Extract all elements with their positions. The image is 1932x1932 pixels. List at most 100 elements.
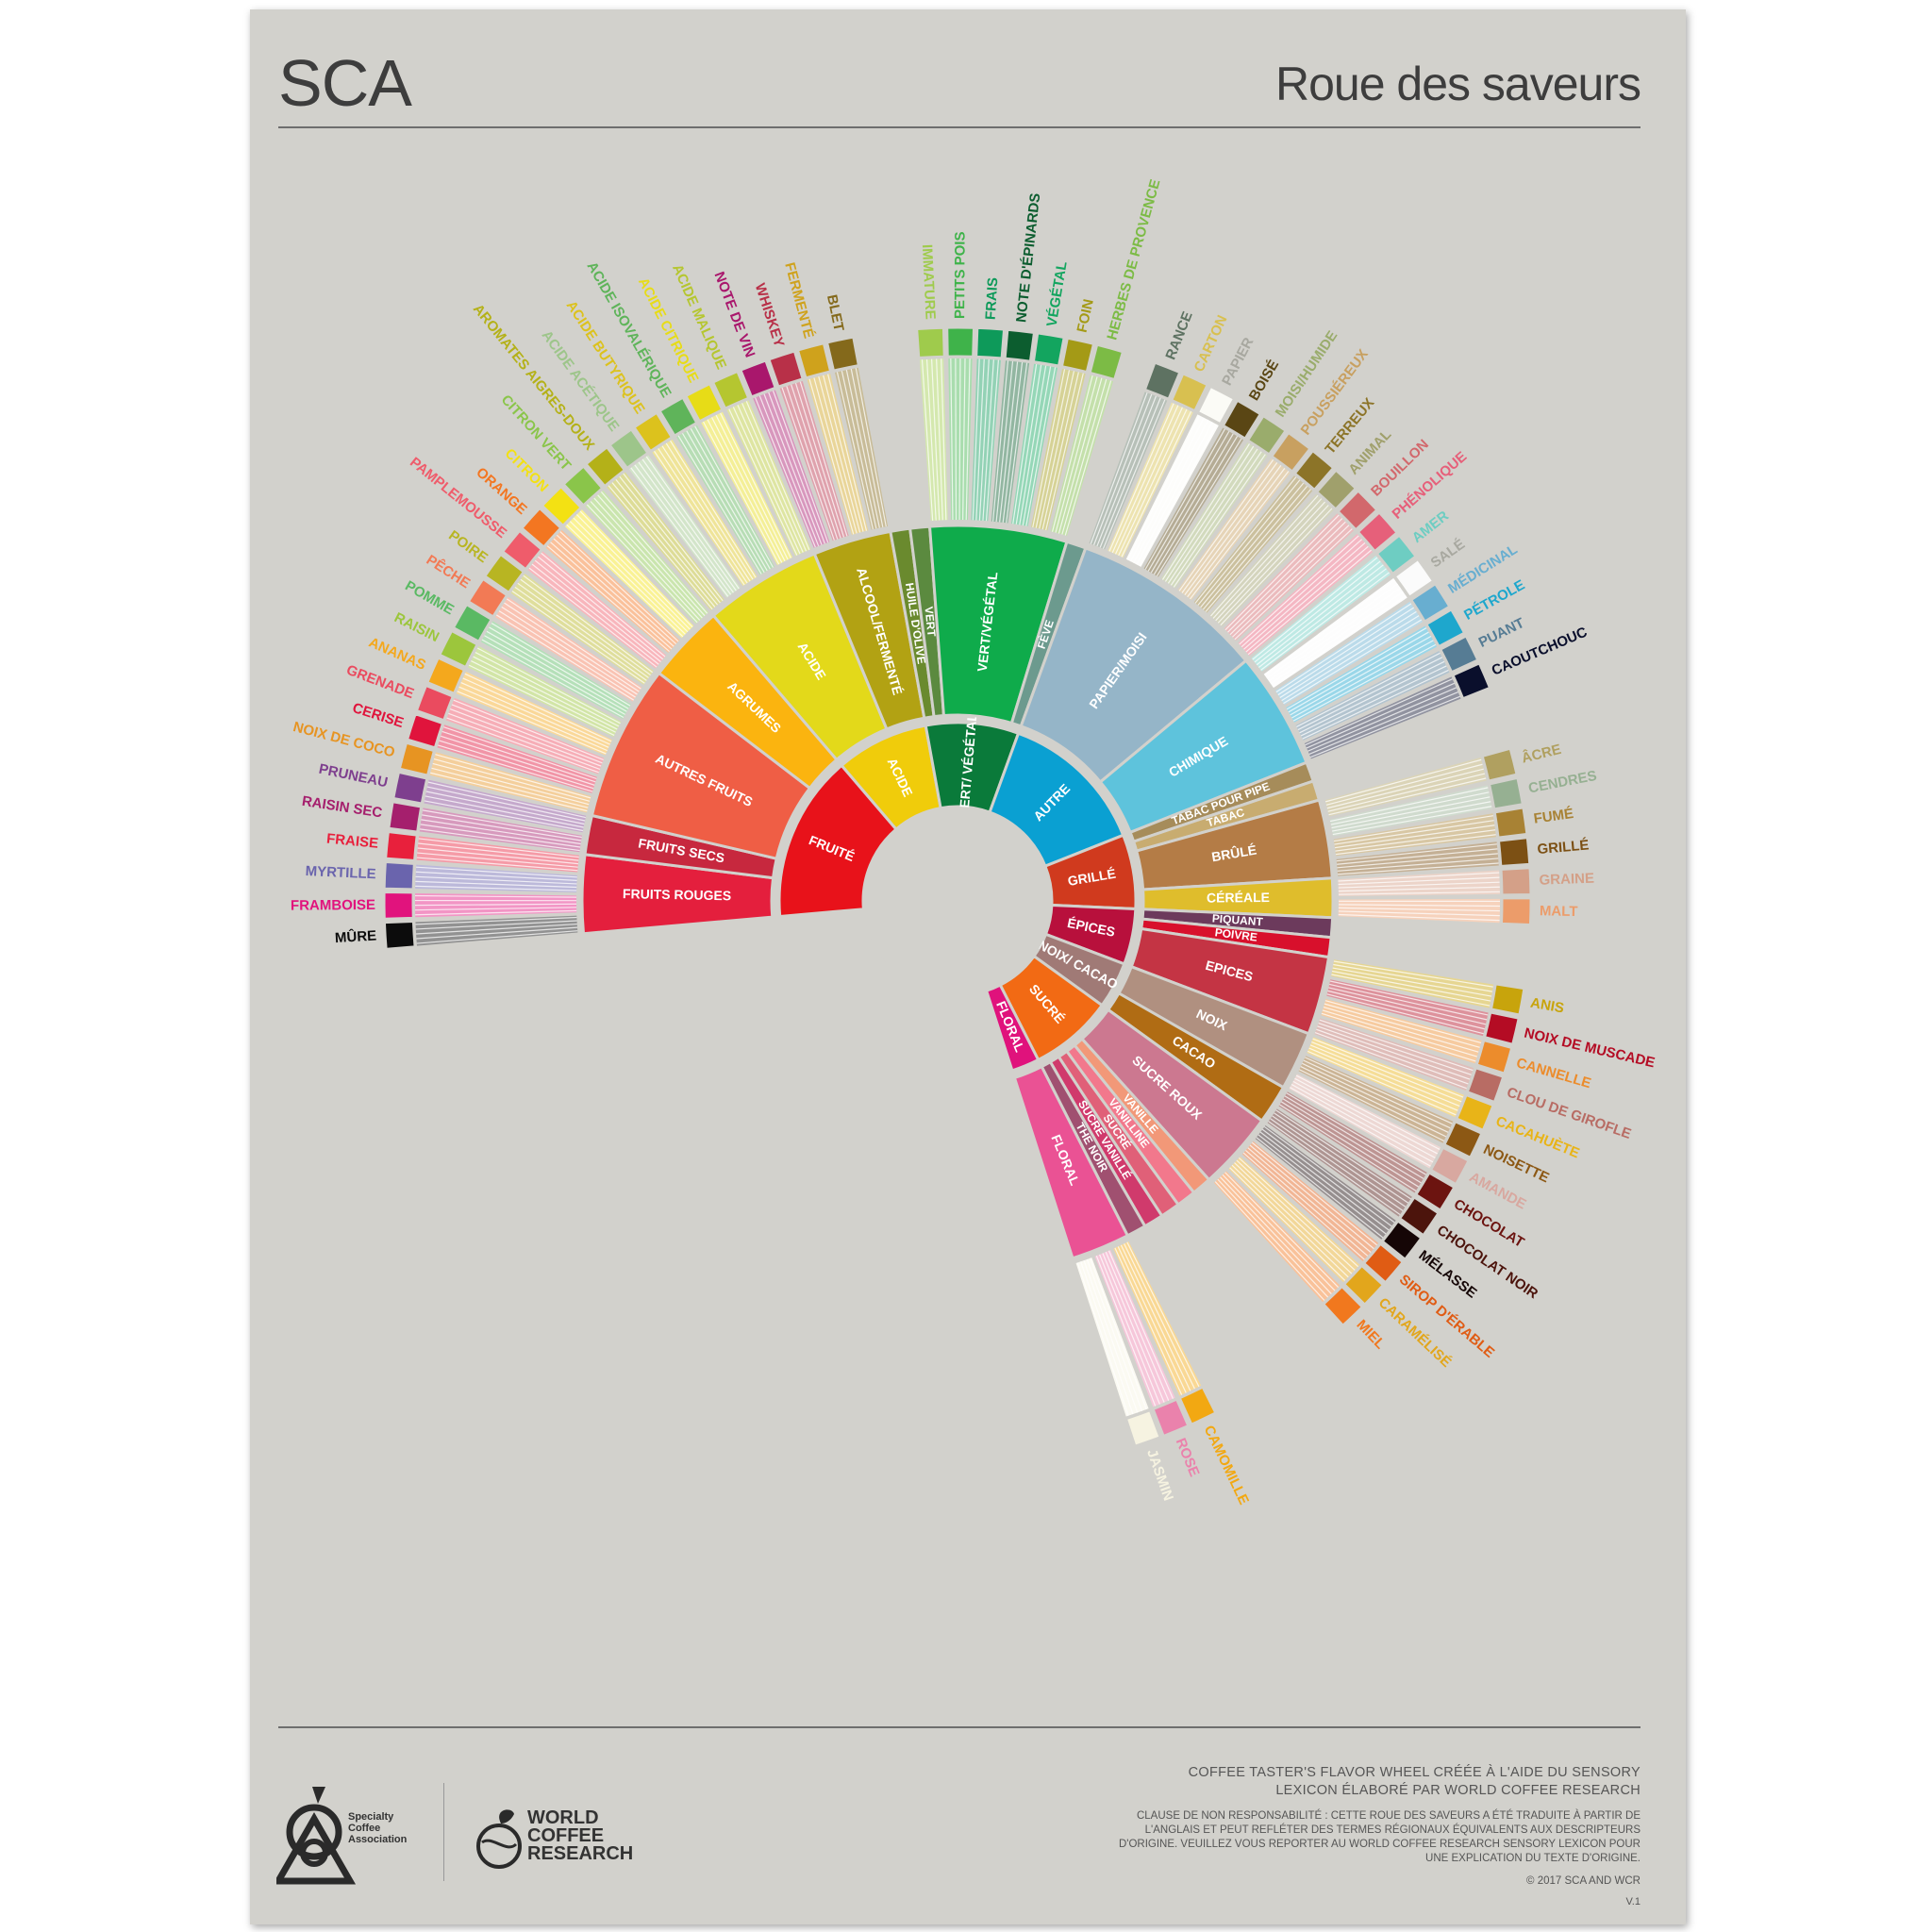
flavor-rose (1094, 1250, 1189, 1436)
flavor-grenade (417, 686, 605, 774)
flavor-label-blet: BLET (824, 293, 847, 333)
version-text: V.1 (1625, 1896, 1641, 1907)
flavor-fume (1333, 808, 1527, 857)
flavor-label-sirop-d-erable: SIROP D'ÉRABLE (1396, 1272, 1497, 1361)
flavor-label-myrtille: MYRTILLE (305, 863, 376, 882)
sca-logo-text: Specialty Coffee Association (348, 1811, 408, 1845)
flavor-label-fraise: FRAISE (325, 831, 378, 852)
flavor-label-pomme: POMME (402, 577, 457, 618)
flavor-label-grenade: GRENADE (344, 662, 416, 702)
subcategory-floral (1012, 1064, 1130, 1260)
flavor-label-peche: PÊCHE (424, 551, 474, 591)
poster-subtitle: Roue des saveurs (1274, 58, 1641, 110)
flavor-medicinal (1274, 584, 1450, 706)
flavor-label-acre: ÂCRE (1520, 741, 1563, 767)
flavor-bouillon (1224, 491, 1377, 641)
flavor-chocolat-noir (1267, 1108, 1439, 1235)
outer-ring (384, 327, 1531, 1446)
flavor-clou-de-girofle (1314, 1018, 1504, 1102)
flavor-boise (1143, 400, 1260, 577)
flavor-carton (1108, 374, 1208, 558)
flavor-herbes-de-provence (1050, 344, 1123, 537)
flavor-terreux (1193, 451, 1334, 613)
flavor-graine (1338, 868, 1531, 896)
flavor-petits-pois (947, 327, 974, 521)
flavor-label-foin: FOIN (1074, 297, 1097, 334)
flavor-label-framboise: FRAMBOISE (291, 897, 375, 914)
flavor-mure (384, 915, 578, 949)
flavor-malt (1338, 898, 1531, 925)
flavor-papier (1125, 386, 1234, 567)
flavor-noix-de-muscade (1326, 979, 1519, 1044)
wcr-logo-text: WORLD COFFEE RESEARCH (527, 1807, 634, 1864)
flavor-label-rose: ROSE (1173, 1436, 1203, 1479)
flavor-label-fermente: FERMENTÉ (781, 260, 817, 340)
flavor-pruneau (393, 772, 587, 833)
flavor-raisin-sec (389, 802, 582, 853)
flavor-label-boise: BOISÉ (1246, 358, 1282, 404)
flavor-label-pamplemousse: PAMPLEMOUSSE (407, 454, 509, 541)
subcategory-label-poivre: POIVRE (1214, 925, 1258, 943)
flavor-sirop-d-erable (1241, 1141, 1403, 1283)
flavor-note-d-epinards (991, 329, 1034, 524)
flavor-miel (1213, 1171, 1362, 1325)
flavor-rance (1089, 362, 1180, 550)
flavor-label-raisin-sec: RAISIN SEC (301, 793, 384, 822)
flavor-noisette (1298, 1056, 1482, 1158)
flavor-vegetal (1010, 333, 1064, 526)
flavor-citron (542, 487, 694, 639)
subcategory-label-vert: VERT (922, 606, 938, 638)
flavor-peche (469, 579, 642, 702)
disclaimer-text: CLAUSE DE NON RESPONSABILITÉ : CETTE ROU… (1118, 1810, 1641, 1864)
flavor-label-fume: FUMÉ (1533, 806, 1574, 827)
copyright-text: © 2017 SCA AND WCR (1526, 1875, 1641, 1887)
subcategory-label-fruits-rouges: FRUITS ROUGES (623, 886, 731, 903)
flavor-amande (1289, 1074, 1469, 1184)
flavor-label-poire: POIRE (445, 527, 491, 566)
flavor-puant (1295, 636, 1478, 741)
flavor-pamplemousse (503, 531, 667, 669)
flavor-acre (1324, 748, 1517, 817)
flavor-label-papier: PAPIER (1219, 335, 1257, 389)
flavor-label-frais: FRAIS (983, 277, 1002, 321)
flavor-label-cannelle: CANNELLE (1514, 1055, 1592, 1091)
flavor-immature (917, 327, 948, 521)
flavor-acide-acetique (609, 429, 741, 598)
flavor-poussiereux (1177, 433, 1310, 601)
flavor-chocolat (1278, 1091, 1455, 1210)
flavor-cerise (408, 714, 597, 793)
flavor-acide-isovalerique (659, 397, 775, 575)
flavor-aromates-aigres-doux (586, 447, 724, 610)
flavor-label-acide-butyrique: ACIDE BUTYRIQUE (563, 298, 648, 417)
flavor-jasmin (1075, 1257, 1160, 1446)
header-divider (278, 126, 1641, 128)
flavor-label-graine: GRAINE (1539, 871, 1594, 889)
flavor-label-petits-pois: PETITS POIS (952, 231, 968, 319)
flavor-caramelise (1228, 1157, 1383, 1305)
flavor-label-carton: CARTON (1191, 313, 1231, 375)
flavor-label-malt: MALT (1540, 903, 1578, 920)
flavor-label-anis: ANIS (1529, 995, 1565, 1017)
flavor-frais (971, 327, 1005, 522)
flavor-blet (827, 337, 889, 530)
credit-text: COFFEE TASTER'S FLAVOR WHEEL CRÉÉE À L'A… (1188, 1765, 1641, 1798)
footer-credits: COFFEE TASTER'S FLAVOR WHEEL CRÉÉE À L'A… (1112, 1764, 1641, 1907)
flavor-framboise (384, 892, 577, 919)
flavor-cacahuete (1307, 1037, 1493, 1130)
flavor-ananas (427, 658, 612, 756)
wheel-center (863, 807, 1052, 995)
wcr-logo-icon (476, 1809, 522, 1869)
flavor-label-pruneau: PRUNEAU (317, 761, 389, 791)
flavor-label-amer: AMER (1409, 508, 1452, 546)
poster-title: SCA (278, 46, 412, 120)
flavor-wheel-poster: SCA Roue des saveurs FRUITÉ ACIDE VERT/ VÉ… (250, 9, 1686, 1924)
flavor-orange (522, 508, 680, 653)
flavor-noix-de-coco (399, 742, 591, 813)
flavor-poire (485, 555, 654, 685)
flavor-moisi-humide (1160, 416, 1286, 589)
flavor-label-herbes-de-provence: HERBES DE PROVENCE (1104, 177, 1163, 341)
flavor-phenolique (1238, 512, 1397, 657)
